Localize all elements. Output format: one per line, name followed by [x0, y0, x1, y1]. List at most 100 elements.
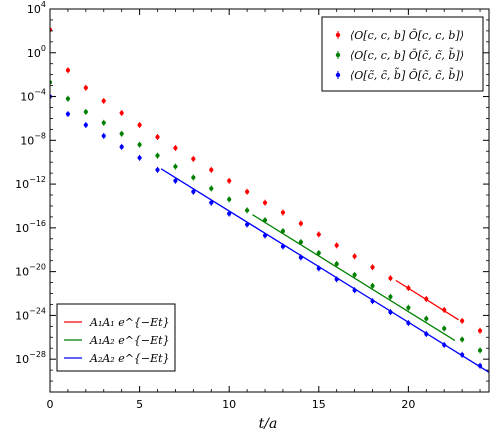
data-point-s1-t15 — [316, 231, 321, 238]
data-point-s3-t1 — [65, 111, 71, 118]
data-point-s1-t22 — [442, 306, 447, 313]
data-point-s1-t13 — [280, 209, 286, 216]
data-point-s3-t2 — [83, 121, 88, 128]
legend-marker — [335, 52, 341, 58]
data-point-s2-t1 — [65, 95, 71, 102]
data-point-s3-t24 — [477, 362, 483, 369]
y-tick-label: 10−20 — [15, 263, 46, 279]
data-point-s3-t21 — [424, 331, 429, 338]
data-point-s2-t21 — [424, 315, 429, 322]
data-point-s2-t10 — [227, 196, 232, 203]
data-point-s1-t19 — [388, 275, 393, 282]
data-point-s3-t5 — [137, 154, 142, 161]
plot-frame — [49, 8, 490, 393]
x-axis-label: t/a — [259, 416, 278, 432]
data-point-s3-t11 — [245, 221, 250, 228]
legend-marker — [335, 72, 341, 78]
y-tick-label: 100 — [27, 44, 46, 60]
data-point-s3-t12 — [262, 232, 268, 239]
x-tick-label: 20 — [401, 398, 415, 411]
data-point-s3-t17 — [352, 287, 357, 294]
x-tick-label: 10 — [222, 398, 236, 411]
data-point-s1-t11 — [245, 188, 250, 195]
y-tick-label: 10−24 — [15, 306, 46, 322]
data-point-s3-t9 — [209, 199, 214, 206]
legend-bottom-entry-2: A₁A₂ e^{−Et} — [64, 334, 170, 347]
fit-line-2 — [252, 214, 456, 342]
data-point-s3-t8 — [191, 188, 196, 195]
data-point-s2-t14 — [298, 239, 303, 246]
data-point-s2-t0 — [50, 79, 53, 86]
y-tick-label: 10−12 — [15, 175, 46, 191]
data-point-s3-t3 — [101, 132, 106, 139]
fit-line-3 — [160, 168, 489, 373]
data-point-s3-t4 — [119, 143, 124, 150]
plot-area — [50, 26, 489, 373]
data-point-s2-t4 — [119, 130, 124, 137]
data-point-s1-t20 — [406, 285, 411, 292]
data-point-s3-t6 — [155, 166, 160, 173]
legend-top: ⟨O[c, c, b] Ō[c, c, b]⟩ ⟨O[c, c, b] Ō[c̃,… — [321, 16, 484, 92]
data-point-s1-t7 — [173, 144, 178, 151]
y-tick-label: 10−8 — [20, 131, 46, 147]
data-point-s2-t9 — [209, 185, 214, 192]
data-point-s3-t15 — [316, 265, 321, 272]
data-point-s1-t24 — [477, 327, 483, 334]
data-point-s1-t14 — [298, 220, 303, 227]
data-point-s2-t15 — [316, 250, 321, 257]
y-tick-label: 10−16 — [15, 219, 46, 235]
legend-bottom-box — [56, 303, 176, 372]
legend-bottom: A₁A₁ e^{−Et} A₁A₂ e^{−Et} A₂A₂ e^{−Et} — [56, 303, 176, 372]
legend-bottom-label: A₁A₂ e^{−Et} — [89, 334, 170, 347]
data-point-s1-t23 — [460, 317, 465, 324]
chart-marks — [50, 26, 489, 373]
data-point-s2-t11 — [245, 207, 250, 214]
x-tick-label: 15 — [312, 398, 326, 411]
data-point-s2-t3 — [101, 119, 106, 126]
data-point-s1-t4 — [119, 109, 124, 116]
data-point-s1-t2 — [83, 84, 88, 91]
data-point-s1-t1 — [65, 67, 71, 74]
data-point-s2-t16 — [334, 260, 339, 267]
data-point-s2-t23 — [460, 336, 465, 343]
legend-top-label: ⟨O[c̃, c̃, b̃] Ō[c̃, c̃, b̃]⟩ — [350, 68, 464, 82]
data-point-s1-t12 — [262, 199, 268, 206]
data-point-s1-t5 — [137, 121, 142, 128]
data-point-s1-t16 — [334, 242, 339, 249]
data-point-s2-t7 — [173, 163, 178, 170]
data-point-s3-t10 — [227, 210, 232, 217]
legend-top-label: ⟨O[c, c, b] Ō[c, c, b]⟩ — [350, 29, 464, 42]
chart-axes: 0 5 10 15 20 104 100 10−4 10−8 10−12 10−16 10−20 10−… — [15, 0, 490, 411]
data-point-s1-t18 — [370, 264, 375, 271]
data-point-s2-t17 — [352, 271, 357, 278]
legend-bottom-entry-1: A₁A₁ e^{−Et} — [64, 316, 170, 329]
data-point-s2-t24 — [477, 347, 483, 354]
data-point-s2-t13 — [280, 228, 286, 235]
y-tick-label: 10−4 — [20, 88, 46, 104]
legend-bottom-label: A₂A₂ e^{−Et} — [89, 352, 170, 365]
data-point-s2-t18 — [370, 282, 375, 289]
data-point-s3-t20 — [406, 320, 411, 327]
data-point-s1-t21 — [424, 295, 429, 302]
data-point-s3-t16 — [334, 276, 339, 283]
data-point-s3-t22 — [442, 341, 447, 348]
data-point-s1-t3 — [101, 97, 106, 104]
legend-top-box — [321, 16, 484, 92]
data-point-s1-t10 — [227, 177, 232, 184]
data-point-s3-t14 — [298, 254, 303, 261]
data-point-s2-t5 — [137, 141, 142, 148]
data-point-s2-t20 — [406, 304, 411, 311]
x-tick-label: 0 — [47, 398, 54, 411]
data-point-s1-t9 — [209, 166, 214, 173]
data-point-s3-t7 — [173, 177, 178, 184]
data-point-s1-t6 — [155, 134, 160, 141]
data-point-s2-t12 — [262, 217, 268, 224]
data-point-s2-t8 — [191, 174, 196, 181]
data-point-s2-t2 — [83, 108, 88, 115]
x-tick-label: 5 — [136, 398, 143, 411]
legend-bottom-entry-3: A₂A₂ e^{−Et} — [64, 352, 170, 365]
legend-top-entry-3: ⟨O[c̃, c̃, b̃] Ō[c̃, c̃, b̃]⟩ — [335, 68, 464, 82]
data-point-s2-t19 — [388, 293, 393, 300]
data-point-s1-t17 — [352, 253, 357, 260]
legend-top-label: ⟨O[c, c, b] Ō[c̃, c̃, b̃]⟩ — [350, 48, 464, 62]
